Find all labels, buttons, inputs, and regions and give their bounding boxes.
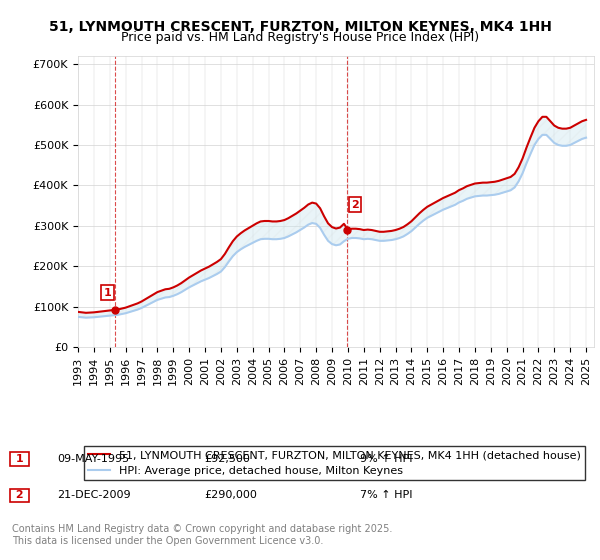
Text: 2: 2 — [352, 200, 359, 209]
Text: 1: 1 — [12, 454, 28, 464]
Text: 51, LYNMOUTH CRESCENT, FURZTON, MILTON KEYNES, MK4 1HH: 51, LYNMOUTH CRESCENT, FURZTON, MILTON K… — [49, 20, 551, 34]
Text: 09-MAY-1995: 09-MAY-1995 — [57, 454, 129, 464]
Text: 9% ↑ HPI: 9% ↑ HPI — [360, 454, 413, 464]
Text: 1: 1 — [104, 288, 112, 297]
Text: 21-DEC-2009: 21-DEC-2009 — [57, 491, 131, 501]
Text: £92,500: £92,500 — [204, 454, 250, 464]
Text: £290,000: £290,000 — [204, 491, 257, 501]
Text: Contains HM Land Registry data © Crown copyright and database right 2025.
This d: Contains HM Land Registry data © Crown c… — [12, 524, 392, 546]
Text: 7% ↑ HPI: 7% ↑ HPI — [360, 491, 413, 501]
Text: Price paid vs. HM Land Registry's House Price Index (HPI): Price paid vs. HM Land Registry's House … — [121, 31, 479, 44]
Text: 2: 2 — [12, 491, 28, 501]
Legend: 51, LYNMOUTH CRESCENT, FURZTON, MILTON KEYNES, MK4 1HH (detached house), HPI: Av: 51, LYNMOUTH CRESCENT, FURZTON, MILTON K… — [83, 446, 586, 480]
